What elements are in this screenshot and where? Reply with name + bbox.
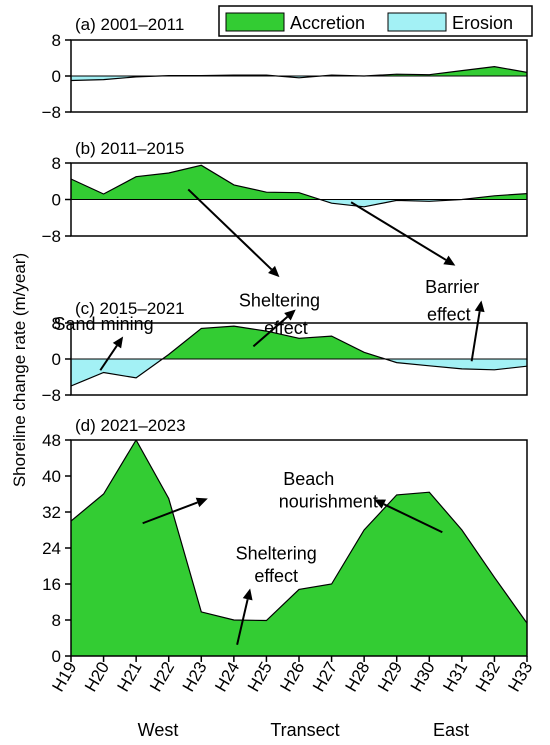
annotation-arrow-shaft [142,501,198,525]
y-tick-label: 40 [42,467,61,486]
accretion-area [71,66,527,76]
annotation-arrow-shaft [350,201,447,261]
annotation-arrow-shaft [236,598,249,645]
panel-fill-group [71,65,527,82]
legend-accretion-swatch [225,12,285,32]
panel-fill-group [71,164,527,208]
annotation-arrow-shaft [99,345,118,371]
legend-erosion-swatch [387,12,447,32]
erosion-area [71,359,527,386]
annotation-label: nourishment [279,492,378,512]
y-tick-label: 0 [52,67,61,86]
annotation-arrowhead [242,588,253,601]
annotation-arrow-shaft [383,503,443,534]
annotation-label: effect [254,566,298,586]
annotation-arrowhead [284,309,296,321]
annotation-arrow-shaft [470,311,481,362]
annotation-arrow-shaft [252,315,289,348]
y-tick-label: 8 [52,314,61,333]
legend: Accretion Erosion [218,5,533,37]
x-tick-label: H33 [504,659,536,696]
y-tick-label: 48 [42,431,61,450]
y-tick-label: 24 [42,539,61,558]
y-tick-label: 8 [52,611,61,630]
x-axis: H19 H20 H21 H22 H23 H24 H25 H26 H27 H28 H29 H30 H31 H… [48,656,536,695]
panel-title: (b) 2011–2015 [75,139,184,158]
x-tick-label: H20 [81,659,113,696]
panel-4: 48 40 32 24 16 8 0 (d) 2021–2023 Beach nourishmen… [42,416,528,666]
x-tick-label: H22 [146,659,178,696]
accretion-area [71,165,527,200]
panel-title: (d) 2021–2023 [75,416,186,435]
annotations: Beach nourishment Sheltering effect [142,469,443,645]
annotation-arrowhead [195,497,208,508]
y-tick-label: 0 [52,350,61,369]
x-region-right-label: East [433,720,469,740]
y-tick-label: 16 [42,575,61,594]
annotation-label: effect [427,304,471,324]
x-tick-label: H28 [342,659,374,696]
annotation-label: Barrier [425,277,479,297]
x-region-left-label: West [138,720,179,740]
x-tick-label: H24 [211,659,243,696]
y-tick-label: −8 [42,386,61,405]
series-line [71,325,527,387]
x-tick-label: H26 [276,659,308,696]
annotation-label: Sand mining [54,314,154,334]
x-tick-label: H27 [309,659,341,696]
annotation-label: Beach [283,469,334,489]
annotation-arrowhead [373,499,386,509]
y-tick-label: −8 [42,103,61,122]
panels: 8 0 −8 (a) 2001–2011 8 0 −8 (b) 2011–2015 Shelte… [42,15,528,666]
panel-title: (a) 2001–2011 [75,15,184,34]
annotation-label: Sheltering [236,543,317,563]
x-axis-label: Transect [270,720,339,740]
legend-erosion-label: Erosion [452,13,513,33]
legend-accretion-label: Accretion [290,13,365,33]
annotation-arrow-shaft [187,188,273,271]
y-axis-label: Shoreline change rate (m/year) [10,253,29,487]
x-tick-label: H21 [114,659,146,696]
x-tick-label: H32 [472,659,504,696]
annotation-label: Sheltering [239,291,320,311]
y-tick-label: −8 [42,227,61,246]
x-tick-label: H23 [179,659,211,696]
y-tick-label: 0 [52,647,61,666]
annotation-arrowhead [268,265,280,278]
annotations: Sand mining [54,300,485,371]
panel-1: 8 0 −8 (a) 2001–2011 [42,15,528,122]
accretion-area [71,326,527,359]
x-tick-label: H29 [374,659,406,696]
series-line [71,164,527,208]
annotation-arrowhead [443,255,456,266]
panel-fill-group [71,440,527,656]
annotation-arrowhead [112,336,124,349]
y-tick-label: 8 [52,154,61,173]
y-tick-label: 32 [42,503,61,522]
panel-fill-group [71,325,527,387]
annotation-arrowhead [474,300,485,313]
x-tick-label: H25 [244,659,276,696]
y-tick-label: 0 [52,191,61,210]
x-tick-label: H30 [407,659,439,696]
series-line [71,440,527,624]
panel-title: (c) 2015–2021 [75,299,185,318]
y-tick-label: 8 [52,31,61,50]
x-tick-label: H31 [439,659,471,696]
